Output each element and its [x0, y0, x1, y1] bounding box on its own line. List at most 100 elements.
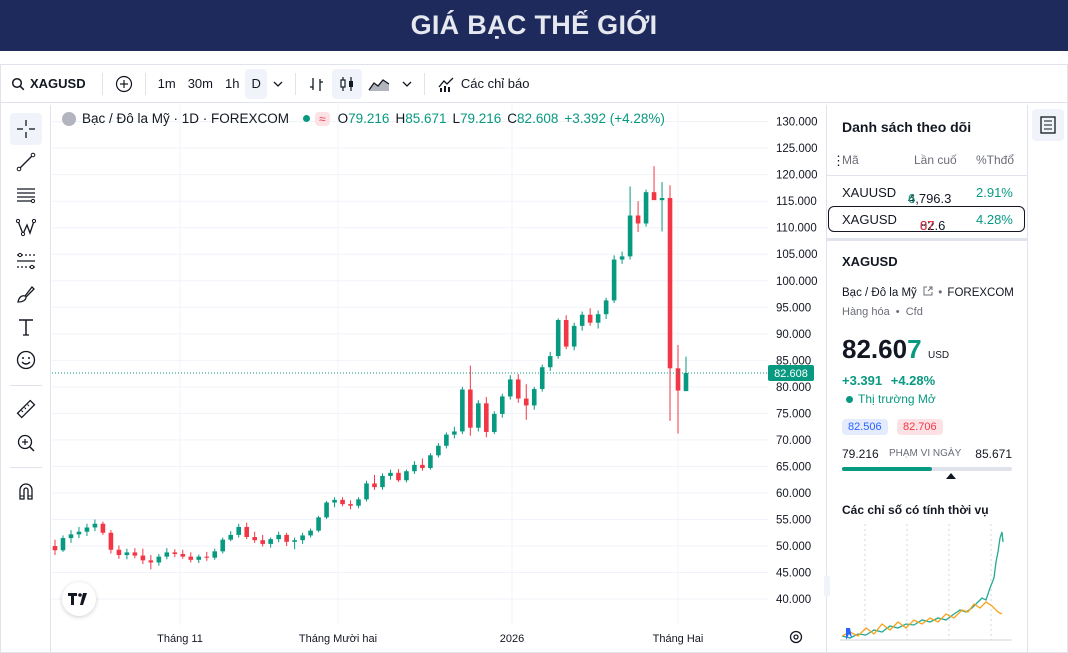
symbol-details: XAGUSD Bạc / Đô la Mỹ • FOREXCOM Hàng hó…	[827, 241, 1028, 653]
interval-label: D	[251, 76, 261, 91]
seasonal-chart[interactable]	[840, 524, 1012, 644]
pattern-tool[interactable]	[10, 212, 42, 244]
area-style-button[interactable]	[362, 69, 396, 99]
candle-body	[196, 556, 202, 560]
chart-pane[interactable]: 130.000 125.000 120.000 115.000 110.000 105.0…	[52, 105, 823, 653]
chart-settings-icon[interactable]	[788, 629, 804, 645]
external-link-icon[interactable]	[923, 286, 933, 296]
range-track	[842, 467, 1012, 471]
candle-body	[651, 192, 657, 201]
ruler-icon	[16, 399, 36, 419]
watchlist-toggle-button[interactable]	[1032, 109, 1064, 141]
price-tick-label: 100.000	[776, 276, 818, 288]
col-symbol[interactable]: Mã	[842, 153, 859, 167]
candle-body	[276, 534, 281, 540]
trend-line-tool[interactable]	[10, 146, 42, 178]
candle-body	[523, 398, 529, 406]
separator-dot: •	[938, 287, 943, 299]
price-tick-label: 85.000	[776, 355, 811, 367]
interval-label: 1m	[157, 76, 176, 91]
candle-body	[531, 388, 537, 406]
candle-body	[587, 314, 593, 323]
interval-1h[interactable]: 1h	[219, 69, 245, 99]
tradingview-logo[interactable]	[62, 582, 96, 616]
price-tick-label: 55.000	[776, 515, 811, 527]
candle-body	[244, 526, 249, 538]
emoji-tool[interactable]	[10, 344, 42, 376]
candle-body	[619, 256, 625, 260]
col-change[interactable]: %Thđổ	[976, 153, 1015, 167]
legend-close: C82.608	[507, 111, 558, 126]
panel-collapse-handle[interactable]	[824, 575, 830, 597]
prediction-icon	[17, 252, 35, 270]
crosshair-icon	[17, 120, 35, 138]
watchlist-row-xauusd[interactable]: XAUUSD 4,796.3 6 2.91%	[828, 179, 1025, 206]
indicators-button[interactable]: Các chỉ báo	[431, 69, 536, 99]
candle-body	[595, 314, 601, 323]
interval-d[interactable]: D	[245, 68, 267, 99]
data-problem-badge[interactable]: ≈	[315, 111, 330, 126]
range-high: 85.671	[975, 447, 1012, 461]
details-price: 82.607 USD	[842, 334, 949, 365]
tv-logo-icon	[68, 593, 87, 605]
details-name: Bạc / Đô la Mỹ	[842, 287, 917, 299]
magnet-tool[interactable]	[10, 475, 42, 507]
search-icon	[11, 77, 25, 90]
seasonal-line-previous	[841, 601, 1003, 637]
projection-tool[interactable]	[10, 245, 42, 277]
watchlist-title: Danh sách theo dõi	[842, 119, 972, 135]
row-last-tail: 6	[908, 191, 916, 206]
symbol-search[interactable]: XAGUSD	[1, 69, 92, 99]
toolbar-divider	[294, 72, 296, 95]
candle-body	[252, 537, 257, 541]
candle-body	[635, 215, 641, 224]
details-symbol[interactable]: XAGUSD	[842, 254, 898, 269]
banner-title: GIÁ BẠC THẾ GIỚI	[410, 10, 658, 40]
price-tick-label: 115.000	[776, 196, 817, 208]
compare-symbol-button[interactable]	[109, 69, 139, 99]
fib-tool[interactable]	[10, 179, 42, 211]
measure-tool[interactable]	[10, 393, 42, 425]
high-label: H	[395, 111, 406, 126]
col-last[interactable]: Lần cuố	[914, 153, 957, 167]
price-main: 82.60	[842, 334, 908, 364]
range-label: PHẠM VI NGÀY	[889, 448, 962, 459]
price-tick-label: 130.000	[776, 117, 818, 129]
chevron-down-icon	[273, 81, 283, 87]
interval-1m[interactable]: 1m	[152, 69, 182, 99]
row-symbol: XAGUSD	[842, 212, 897, 227]
text-tool[interactable]	[10, 311, 42, 343]
candle-body	[260, 540, 265, 544]
price-tick-label: 65.000	[776, 461, 811, 473]
horizontal-lines-icon	[17, 188, 36, 204]
chart-style-dropdown[interactable]	[396, 69, 418, 99]
seasonal-title[interactable]: Các chỉ số có tính thời vụ	[842, 503, 989, 517]
tool-divider	[10, 385, 42, 386]
low-label: L	[452, 111, 460, 126]
list-icon	[1040, 116, 1056, 134]
last-price-badge	[768, 365, 814, 382]
drag-handle-icon[interactable]: ⋮	[832, 153, 845, 168]
candle-body	[100, 523, 106, 533]
candle-body	[300, 535, 305, 541]
price-tick-label: 70.000	[776, 435, 811, 447]
close-value: 82.608	[517, 111, 559, 126]
range-marker	[946, 473, 957, 479]
interval-dropdown[interactable]	[267, 69, 289, 99]
top-toolbar: XAGUSD 1m 30m 1h D Các chỉ báo	[1, 65, 1067, 103]
candles-style-button[interactable]	[331, 68, 362, 99]
brush-tool[interactable]	[10, 278, 42, 310]
candle-body	[364, 483, 369, 500]
interval-30m[interactable]: 30m	[182, 69, 219, 99]
candle-body	[76, 531, 82, 535]
watchlist-row-xagusd[interactable]: XAGUSD 82.6 07 4.28%	[828, 206, 1025, 233]
add-circle-icon	[115, 75, 132, 92]
bar-style-button[interactable]	[302, 69, 332, 99]
crosshair-tool[interactable]	[10, 113, 42, 145]
market-open-dot	[846, 395, 853, 403]
price-chart[interactable]: 130.000 125.000 120.000 115.000 110.000 105.0…	[52, 105, 823, 653]
price-tick-label: 105.000	[776, 249, 818, 261]
tradingview-widget: XAGUSD 1m 30m 1h D Các chỉ báo	[0, 64, 1068, 653]
zoom-tool[interactable]	[10, 427, 42, 459]
bars-style-icon	[309, 77, 323, 91]
